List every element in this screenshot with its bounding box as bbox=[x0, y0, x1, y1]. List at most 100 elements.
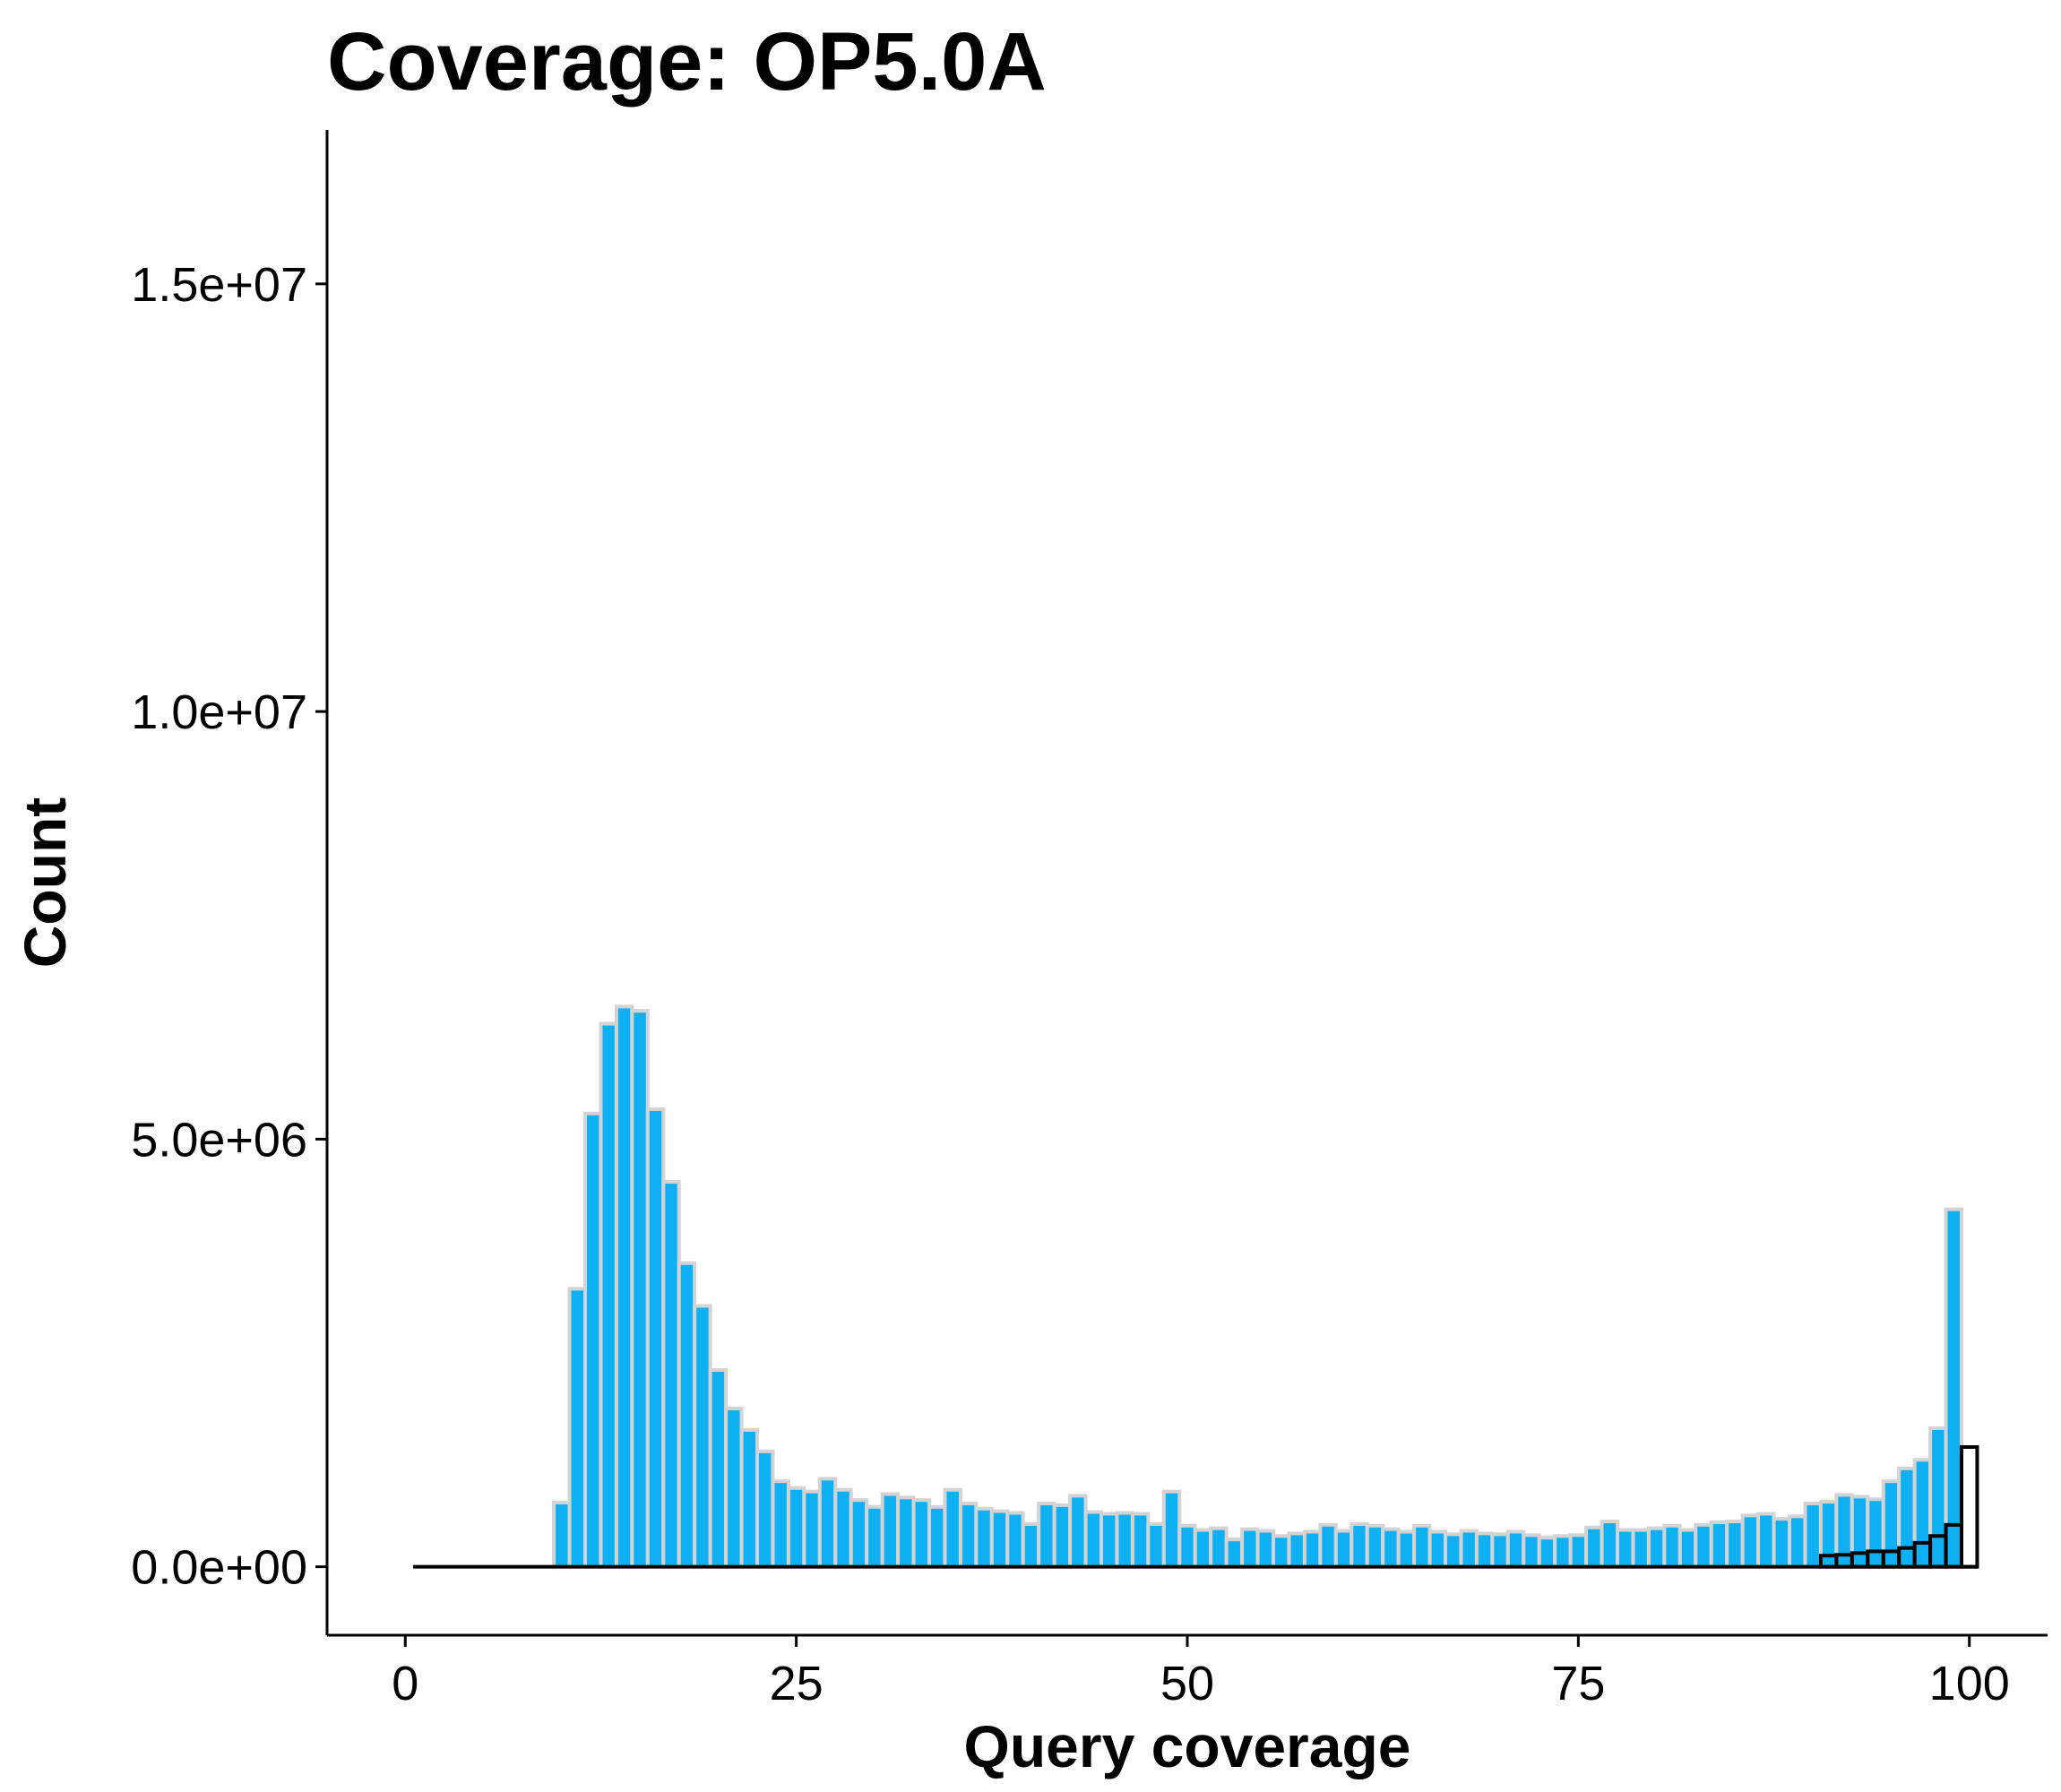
all-series-bar bbox=[1616, 1528, 1635, 1569]
all-series-bar bbox=[1803, 1502, 1823, 1569]
all-series-bar bbox=[1318, 1522, 1338, 1569]
all-series-bar bbox=[833, 1487, 853, 1569]
all-series-bar bbox=[1427, 1529, 1448, 1569]
all-series-bar bbox=[1522, 1533, 1541, 1569]
all-series-bar bbox=[1255, 1529, 1276, 1569]
all-series-bar bbox=[552, 1501, 572, 1569]
all-series-bar bbox=[1209, 1526, 1229, 1569]
all-series-bar bbox=[599, 1021, 618, 1569]
subset-series-bar bbox=[1960, 1445, 1979, 1569]
all-series-bar bbox=[1177, 1523, 1197, 1569]
all-series-bar bbox=[771, 1479, 790, 1569]
all-series-bar bbox=[1240, 1527, 1260, 1569]
all-series-bar bbox=[1850, 1495, 1870, 1569]
all-series-bar bbox=[1646, 1526, 1667, 1569]
y-tick-label: 1.0e+07 bbox=[131, 685, 307, 739]
y-tick-label: 1.5e+07 bbox=[131, 258, 307, 312]
all-series-bar bbox=[677, 1261, 697, 1569]
all-series-bar bbox=[1537, 1536, 1557, 1569]
all-series-bar bbox=[583, 1111, 603, 1569]
all-series-bar bbox=[849, 1498, 869, 1569]
all-series-bar bbox=[1272, 1534, 1291, 1569]
all-series-bar bbox=[1021, 1521, 1041, 1569]
all-series-bar bbox=[1944, 1207, 1964, 1569]
all-series-bar bbox=[1099, 1512, 1119, 1569]
all-series-bar bbox=[989, 1509, 1010, 1569]
all-series-bar bbox=[1912, 1458, 1933, 1569]
all-series-bar bbox=[1553, 1534, 1573, 1569]
all-series-bar bbox=[567, 1287, 587, 1569]
y-tick-label: 0.0e+00 bbox=[131, 1541, 307, 1595]
all-series-bar bbox=[1396, 1529, 1417, 1569]
x-tick-label: 50 bbox=[1160, 1657, 1214, 1710]
all-series-bar bbox=[1161, 1489, 1182, 1569]
all-series-bar bbox=[1694, 1522, 1713, 1569]
all-series-bar bbox=[1756, 1512, 1776, 1569]
all-series-bar bbox=[1788, 1514, 1807, 1569]
all-series-bar bbox=[1333, 1529, 1354, 1569]
all-series-bar bbox=[661, 1180, 681, 1569]
all-series-bar bbox=[1052, 1503, 1073, 1569]
all-series-bar bbox=[1037, 1502, 1056, 1569]
all-series-bar bbox=[645, 1107, 666, 1569]
all-series-bar bbox=[1928, 1426, 1948, 1569]
all-series-bar bbox=[1474, 1531, 1495, 1569]
all-series-bar bbox=[1568, 1533, 1589, 1569]
x-tick-label: 25 bbox=[770, 1657, 824, 1710]
all-series-bar bbox=[1068, 1494, 1088, 1569]
all-series-bar bbox=[1115, 1511, 1134, 1569]
all-series-bar bbox=[958, 1502, 979, 1569]
all-series-bar bbox=[1881, 1479, 1901, 1569]
chart-title: Coverage: OP5.0A bbox=[327, 16, 1047, 108]
all-series-bar bbox=[1444, 1532, 1463, 1569]
all-series-bar bbox=[1459, 1529, 1479, 1569]
x-axis-ticks: 0 25 50 75 100 bbox=[392, 1635, 2010, 1710]
all-series-bar bbox=[1490, 1532, 1510, 1569]
all-series-bar bbox=[724, 1407, 744, 1569]
all-series-bar bbox=[630, 1009, 650, 1569]
all-series-bar bbox=[739, 1427, 759, 1569]
all-series-bar bbox=[1631, 1528, 1651, 1569]
x-tick-label: 0 bbox=[392, 1657, 418, 1710]
all-series-bar bbox=[817, 1477, 838, 1569]
all-series-bar bbox=[1365, 1523, 1385, 1569]
histogram-subset-series bbox=[413, 1445, 1979, 1569]
all-series-bar bbox=[1740, 1513, 1761, 1569]
all-series-bar bbox=[1287, 1531, 1306, 1569]
all-series-bar bbox=[1302, 1529, 1323, 1569]
all-series-bar bbox=[1897, 1466, 1917, 1569]
y-tick-label: 5.0e+06 bbox=[131, 1113, 307, 1167]
all-series-bar bbox=[802, 1489, 822, 1569]
all-series-bar bbox=[1350, 1521, 1369, 1569]
all-series-bar bbox=[1412, 1523, 1432, 1569]
all-series-bar bbox=[1725, 1520, 1745, 1569]
all-series-bar bbox=[1600, 1520, 1620, 1569]
all-series-bar bbox=[693, 1304, 712, 1569]
all-series-bar bbox=[974, 1506, 994, 1569]
all-series-bar bbox=[614, 1004, 634, 1569]
all-series-bar bbox=[708, 1368, 729, 1569]
all-series-bar bbox=[927, 1504, 947, 1569]
all-series-bar bbox=[1130, 1512, 1151, 1569]
histogram-all-series bbox=[552, 1004, 1964, 1569]
all-series-bar bbox=[1866, 1497, 1885, 1569]
all-series-bar bbox=[1146, 1521, 1166, 1569]
x-tick-label: 100 bbox=[1929, 1657, 2010, 1710]
all-series-bar bbox=[896, 1495, 916, 1569]
y-axis-ticks: 0.0e+00 5.0e+06 1.0e+07 1.5e+07 bbox=[131, 258, 327, 1595]
all-series-bar bbox=[880, 1492, 901, 1569]
x-axis-title: Query coverage bbox=[964, 1713, 1411, 1779]
all-series-bar bbox=[786, 1486, 806, 1569]
all-series-bar bbox=[1662, 1523, 1682, 1569]
all-series-bar bbox=[1224, 1538, 1245, 1569]
all-series-bar bbox=[943, 1487, 962, 1569]
all-series-bar bbox=[1677, 1528, 1698, 1569]
all-series-bar bbox=[1709, 1521, 1729, 1569]
all-series-bar bbox=[755, 1449, 775, 1569]
all-series-bar bbox=[1005, 1511, 1025, 1569]
all-series-bar bbox=[1381, 1527, 1401, 1569]
all-series-bar bbox=[1193, 1528, 1213, 1569]
all-series-bar bbox=[865, 1504, 884, 1569]
all-series-bar bbox=[1584, 1525, 1604, 1569]
